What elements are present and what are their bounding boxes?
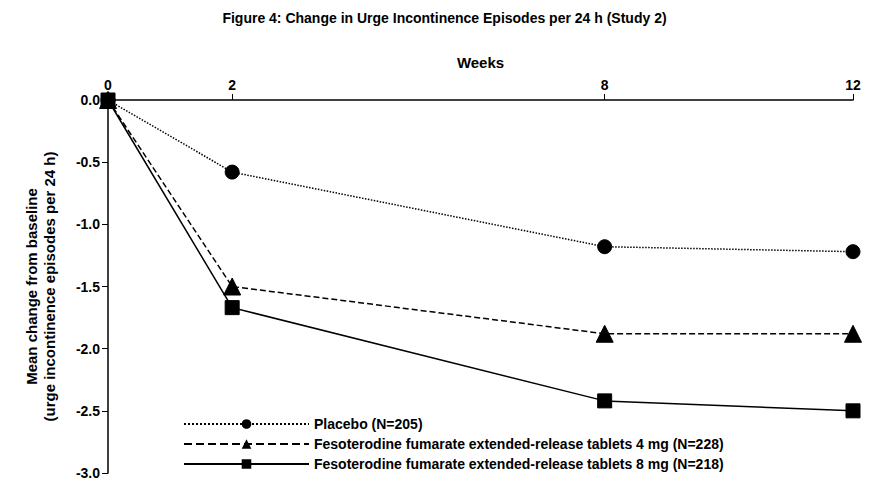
svg-text:Figure 4: Change in Urge Incon: Figure 4: Change in Urge Incontinence Ep… bbox=[222, 10, 666, 26]
svg-text:Fesoterodine fumarate extended: Fesoterodine fumarate extended-release t… bbox=[314, 456, 724, 472]
svg-text:(urge incontinence episodes pe: (urge incontinence episodes per 24 h) bbox=[41, 151, 58, 421]
svg-text:Weeks: Weeks bbox=[457, 54, 504, 71]
svg-text:0.0: 0.0 bbox=[81, 92, 101, 108]
svg-text:-3.0: -3.0 bbox=[76, 465, 100, 481]
svg-text:12: 12 bbox=[845, 77, 861, 93]
svg-text:-1.5: -1.5 bbox=[76, 279, 100, 295]
svg-text:-2.5: -2.5 bbox=[76, 403, 100, 419]
svg-text:Fesoterodine fumarate extended: Fesoterodine fumarate extended-release t… bbox=[314, 436, 724, 452]
svg-text:-2.0: -2.0 bbox=[76, 341, 100, 357]
svg-text:8: 8 bbox=[601, 77, 609, 93]
svg-text:0: 0 bbox=[104, 77, 112, 93]
svg-text:-0.5: -0.5 bbox=[76, 154, 100, 170]
svg-text:2: 2 bbox=[228, 77, 236, 93]
svg-text:Placebo (N=205): Placebo (N=205) bbox=[314, 416, 423, 432]
svg-text:-1.0: -1.0 bbox=[76, 216, 100, 232]
svg-text:Mean change from baseline: Mean change from baseline bbox=[23, 188, 40, 385]
